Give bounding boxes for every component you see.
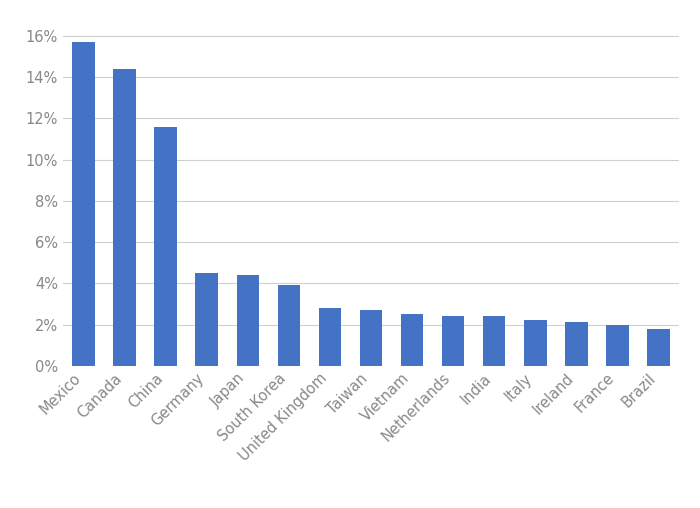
Bar — [318, 308, 341, 366]
Bar — [483, 316, 505, 366]
Bar — [524, 321, 547, 366]
Bar — [155, 126, 177, 366]
Bar — [360, 310, 382, 366]
Bar — [237, 275, 259, 366]
Bar — [113, 69, 136, 366]
Bar — [606, 325, 629, 366]
Bar — [401, 314, 424, 366]
Bar — [648, 329, 670, 366]
Bar — [278, 285, 300, 366]
Bar — [442, 316, 464, 366]
Bar — [72, 42, 94, 366]
Bar — [565, 323, 587, 366]
Bar — [195, 273, 218, 366]
